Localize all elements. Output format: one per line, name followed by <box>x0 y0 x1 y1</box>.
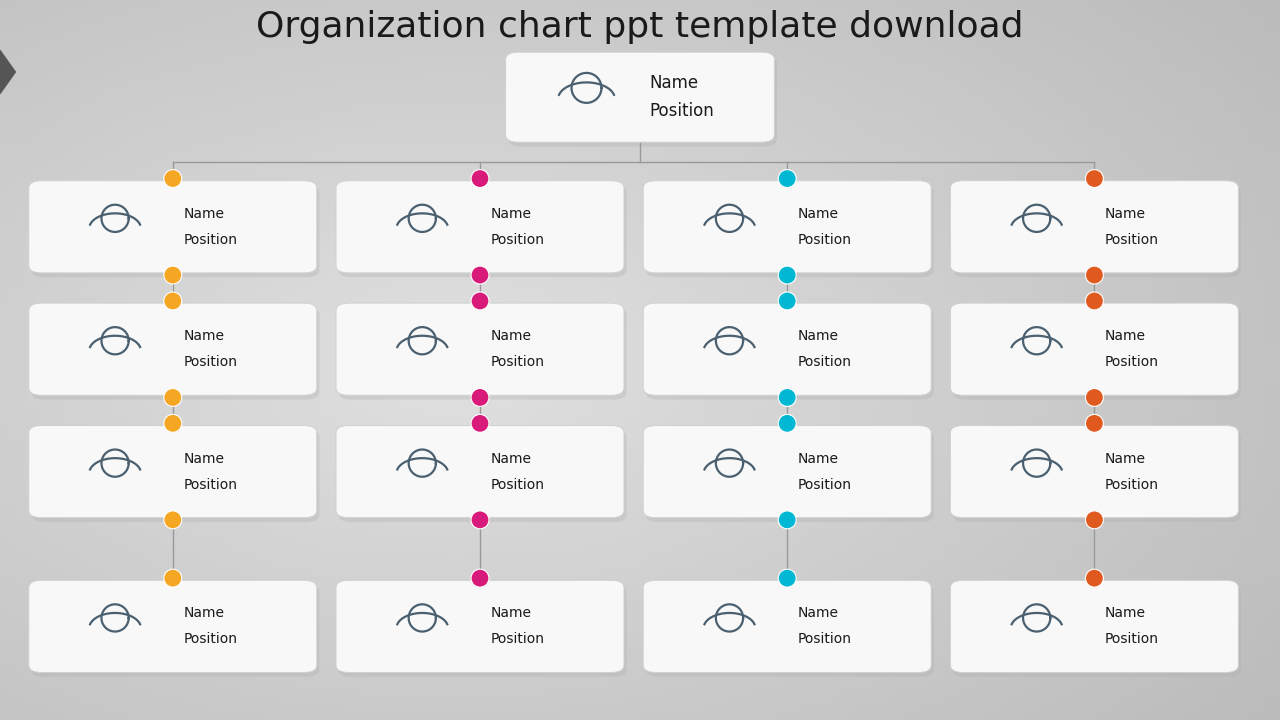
Ellipse shape <box>471 415 489 432</box>
Ellipse shape <box>164 266 182 284</box>
Text: Position: Position <box>183 632 237 647</box>
FancyBboxPatch shape <box>29 303 317 395</box>
FancyBboxPatch shape <box>952 585 1240 677</box>
Ellipse shape <box>1085 570 1103 587</box>
Text: Name: Name <box>183 207 224 221</box>
Text: Name: Name <box>797 451 838 466</box>
Text: Position: Position <box>490 233 544 247</box>
FancyBboxPatch shape <box>338 430 627 522</box>
Text: Position: Position <box>797 477 851 492</box>
FancyBboxPatch shape <box>646 430 933 522</box>
FancyBboxPatch shape <box>335 426 625 518</box>
Text: Name: Name <box>1105 606 1146 621</box>
FancyBboxPatch shape <box>952 185 1240 277</box>
Ellipse shape <box>778 389 796 406</box>
FancyBboxPatch shape <box>29 426 317 518</box>
Ellipse shape <box>471 511 489 528</box>
Text: Position: Position <box>490 355 544 369</box>
FancyBboxPatch shape <box>32 307 320 400</box>
FancyBboxPatch shape <box>646 307 933 400</box>
Text: Position: Position <box>1105 477 1158 492</box>
Ellipse shape <box>471 389 489 406</box>
Ellipse shape <box>471 170 489 187</box>
FancyBboxPatch shape <box>32 585 320 677</box>
Ellipse shape <box>1085 511 1103 528</box>
Text: Position: Position <box>183 355 237 369</box>
FancyBboxPatch shape <box>950 426 1238 518</box>
FancyBboxPatch shape <box>950 580 1238 672</box>
Text: Name: Name <box>490 451 531 466</box>
Ellipse shape <box>164 292 182 310</box>
Ellipse shape <box>778 570 796 587</box>
Text: Name: Name <box>490 329 531 343</box>
Text: Position: Position <box>183 233 237 247</box>
Text: Position: Position <box>797 233 851 247</box>
Polygon shape <box>0 50 15 94</box>
FancyBboxPatch shape <box>646 185 933 277</box>
Text: Position: Position <box>797 355 851 369</box>
Text: Position: Position <box>1105 632 1158 647</box>
FancyBboxPatch shape <box>338 585 627 677</box>
Text: Position: Position <box>797 632 851 647</box>
Ellipse shape <box>778 292 796 310</box>
Text: Name: Name <box>490 606 531 621</box>
FancyBboxPatch shape <box>952 430 1240 522</box>
Text: Name: Name <box>1105 207 1146 221</box>
Text: Position: Position <box>1105 355 1158 369</box>
Text: Position: Position <box>490 632 544 647</box>
FancyBboxPatch shape <box>643 580 932 672</box>
Ellipse shape <box>164 415 182 432</box>
Ellipse shape <box>164 570 182 587</box>
Ellipse shape <box>778 266 796 284</box>
Text: Name: Name <box>183 329 224 343</box>
Text: Organization chart ppt template download: Organization chart ppt template download <box>256 10 1024 45</box>
Ellipse shape <box>164 170 182 187</box>
FancyBboxPatch shape <box>29 181 317 273</box>
FancyBboxPatch shape <box>646 585 933 677</box>
FancyBboxPatch shape <box>643 181 932 273</box>
Ellipse shape <box>471 570 489 587</box>
FancyBboxPatch shape <box>643 426 932 518</box>
Ellipse shape <box>1085 389 1103 406</box>
Text: Name: Name <box>490 207 531 221</box>
FancyBboxPatch shape <box>950 303 1238 395</box>
Ellipse shape <box>471 266 489 284</box>
FancyBboxPatch shape <box>335 580 625 672</box>
Text: Name: Name <box>797 329 838 343</box>
FancyBboxPatch shape <box>29 580 317 672</box>
Ellipse shape <box>1085 170 1103 187</box>
Text: Position: Position <box>183 477 237 492</box>
Text: Name: Name <box>1105 329 1146 343</box>
Ellipse shape <box>778 415 796 432</box>
Text: Name: Name <box>183 451 224 466</box>
FancyBboxPatch shape <box>32 185 320 277</box>
Ellipse shape <box>1085 266 1103 284</box>
Ellipse shape <box>1085 292 1103 310</box>
FancyBboxPatch shape <box>32 430 320 522</box>
FancyBboxPatch shape <box>643 303 932 395</box>
Ellipse shape <box>471 292 489 310</box>
Text: Position: Position <box>1105 233 1158 247</box>
Text: Name: Name <box>650 74 699 92</box>
FancyBboxPatch shape <box>950 181 1238 273</box>
Ellipse shape <box>778 511 796 528</box>
FancyBboxPatch shape <box>335 181 625 273</box>
FancyBboxPatch shape <box>506 53 774 143</box>
FancyBboxPatch shape <box>335 303 625 395</box>
Ellipse shape <box>778 170 796 187</box>
Text: Name: Name <box>183 606 224 621</box>
Text: Position: Position <box>490 477 544 492</box>
Text: Name: Name <box>1105 451 1146 466</box>
FancyBboxPatch shape <box>338 307 627 400</box>
FancyBboxPatch shape <box>952 307 1240 400</box>
Text: Name: Name <box>797 207 838 221</box>
FancyBboxPatch shape <box>508 56 777 146</box>
FancyBboxPatch shape <box>338 185 627 277</box>
Ellipse shape <box>164 389 182 406</box>
Text: Position: Position <box>650 102 714 120</box>
Text: Name: Name <box>797 606 838 621</box>
Ellipse shape <box>1085 415 1103 432</box>
Ellipse shape <box>164 511 182 528</box>
